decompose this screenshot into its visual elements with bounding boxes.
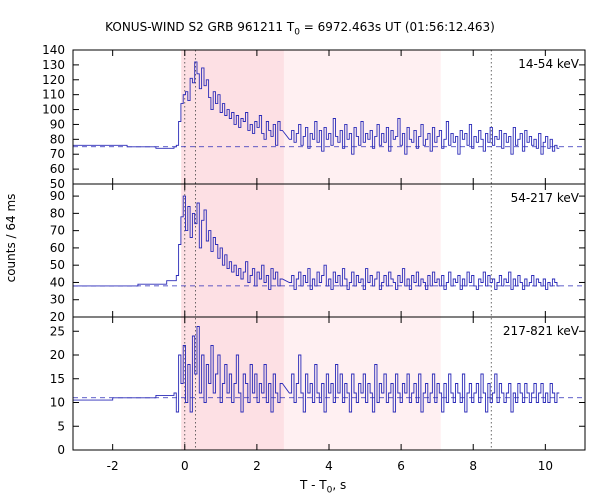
x-axis-label: T - T0, s — [300, 478, 347, 496]
lightcurve-series — [73, 195, 560, 290]
x-tick-label: 8 — [469, 459, 477, 473]
panel-2: 0 5 10 15 20 25 217-821 keV — [50, 316, 586, 457]
shaded-interval-0 — [181, 50, 284, 450]
y-tick-label: 80 — [50, 132, 65, 146]
y-tick-label: 15 — [50, 372, 65, 386]
x-tick-label: 0 — [181, 459, 189, 473]
lightcurve-series — [73, 326, 560, 413]
energy-band-label: 217-821 keV — [503, 324, 580, 338]
y-tick-label: 40 — [50, 275, 65, 289]
y-tick-label: 25 — [50, 324, 65, 338]
y-tick-label: 0 — [57, 443, 65, 457]
y-tick-label: 90 — [50, 117, 65, 131]
y-tick-label: 100 — [42, 103, 65, 117]
x-tick-label: 10 — [538, 459, 553, 473]
y-axis-label: counts / 64 ms — [4, 193, 18, 283]
y-tick-label: 30 — [50, 293, 65, 307]
y-tick-label: 20 — [50, 310, 65, 324]
energy-band-label: 54-217 keV — [511, 191, 580, 205]
y-tick-label: 70 — [50, 147, 65, 161]
y-tick-label: 70 — [50, 224, 65, 238]
x-tick-label: 4 — [325, 459, 333, 473]
y-tick-label: 120 — [42, 73, 65, 87]
y-tick-label: 20 — [50, 348, 65, 362]
lightcurve-series — [73, 61, 560, 155]
y-tick-label: 5 — [57, 419, 65, 433]
y-tick-label: 90 — [50, 189, 65, 203]
y-tick-label: 10 — [50, 396, 65, 410]
y-tick-label: 140 — [42, 43, 65, 57]
y-tick-label: 60 — [50, 162, 65, 176]
chart-title: KONUS-WIND S2 GRB 961211 T0 = 6972.463s … — [105, 20, 495, 38]
panel-1: 20 30 40 50 60 70 80 90 54-217 keV — [50, 183, 586, 324]
x-tick-label: 6 — [397, 459, 405, 473]
y-tick-label: 50 — [50, 258, 65, 272]
y-tick-label: 110 — [42, 88, 65, 102]
y-tick-label: 80 — [50, 206, 65, 220]
y-tick-label: 50 — [50, 177, 65, 191]
y-tick-label: 60 — [50, 241, 65, 255]
x-tick-label: -2 — [107, 459, 119, 473]
y-tick-label: 130 — [42, 58, 65, 72]
energy-band-label: 14-54 keV — [518, 57, 580, 71]
x-tick-label: 2 — [253, 459, 261, 473]
